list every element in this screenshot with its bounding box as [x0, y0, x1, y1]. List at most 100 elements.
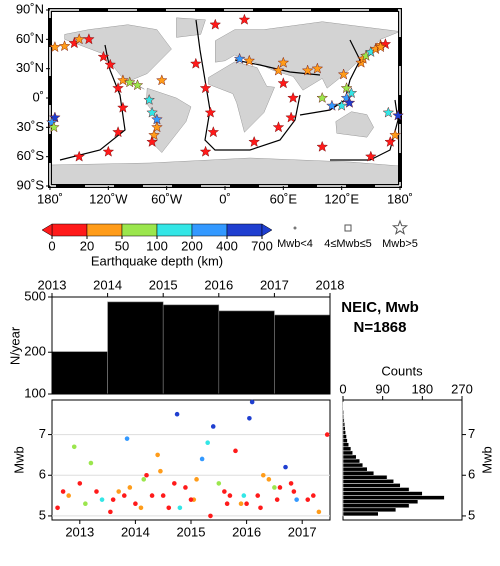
earthquake-star: [73, 150, 85, 162]
y-tick-label: 100: [24, 385, 46, 400]
data-point: [158, 468, 163, 474]
y-tick-label: 7: [39, 426, 46, 441]
y-axis-label: Mwb: [479, 446, 494, 473]
x-tick-label: 0: [339, 381, 346, 396]
x-tick-label: 180: [411, 381, 433, 396]
earthquake-star: [146, 135, 158, 147]
data-point: [194, 477, 199, 482]
x-tick-label: 270: [451, 381, 473, 396]
earthquake-star: [272, 64, 285, 76]
data-point: [258, 505, 263, 511]
x-axis-label: Counts: [381, 363, 423, 378]
earthquake-star: [316, 91, 329, 103]
earthquake-star: [301, 64, 314, 76]
data-point: [222, 489, 227, 494]
data-point: [121, 493, 127, 498]
x-tick-label: 2013: [38, 277, 67, 292]
y-tick-label: 90˚N: [16, 1, 44, 16]
colorbar-tick-label: 20: [80, 238, 94, 253]
x-tick-label: 60˚W: [151, 191, 183, 206]
bar: [342, 491, 423, 496]
data-point: [94, 489, 99, 494]
bar: [342, 434, 347, 439]
earthquake-star: [148, 129, 160, 141]
earthquake-star: [337, 68, 350, 80]
data-point: [288, 481, 294, 486]
earthquake-star: [123, 76, 136, 88]
x-tick-label: 2018: [316, 277, 345, 292]
bar: [342, 483, 401, 488]
earthquake-star: [112, 126, 124, 138]
bar: [274, 314, 331, 395]
data-point: [155, 452, 160, 458]
x-tick-label: 2013: [65, 524, 94, 539]
earthquake-star: [58, 40, 71, 52]
colorbar-tick-label: 700: [251, 238, 273, 253]
y-tick-label: 200: [24, 344, 46, 359]
y-tick-label: 90˚S: [17, 177, 45, 192]
bar: [342, 499, 419, 504]
earthquake-star: [156, 74, 168, 86]
data-point: [274, 497, 280, 502]
data-point: [244, 501, 249, 507]
earthquake-star: [83, 33, 95, 45]
data-point: [177, 505, 183, 511]
data-point: [249, 399, 255, 405]
earthquake-star: [392, 109, 404, 121]
bar: [342, 475, 388, 480]
bar: [342, 450, 353, 456]
earthquake-star: [49, 111, 61, 123]
earthquake-star: [48, 121, 60, 133]
bar: [342, 454, 357, 460]
x-tick-label: 2016: [204, 277, 233, 292]
earthquake-star: [326, 99, 338, 111]
data-point: [77, 481, 83, 486]
y-tick-label: 30˚S: [17, 119, 45, 134]
data-point: [294, 497, 299, 502]
earthquake-star: [379, 38, 392, 50]
earthquake-star: [233, 52, 246, 64]
earthquake-star: [343, 96, 356, 108]
data-point: [141, 477, 147, 482]
x-tick-label: 2017: [260, 277, 289, 292]
data-point: [311, 493, 316, 498]
earthquake-star: [316, 140, 329, 152]
bar: [342, 430, 346, 435]
earthquake-star: [46, 116, 58, 128]
earthquake-star: [49, 41, 61, 53]
data-point: [247, 416, 252, 421]
bar: [162, 304, 220, 395]
data-point: [108, 509, 113, 515]
earthquake-star: [97, 50, 110, 62]
y-tick-label: 60˚S: [17, 148, 45, 163]
bar: [342, 470, 375, 476]
bar: [342, 422, 346, 427]
bar: [342, 446, 352, 452]
earthquake-star: [117, 74, 129, 86]
x-tick-label: 60˚E: [270, 191, 298, 206]
data-point: [291, 489, 297, 494]
y-tick-label: 30˚N: [16, 60, 44, 75]
x-tick-label: 2017: [288, 524, 317, 539]
earthquake-star: [204, 106, 217, 118]
data-point: [233, 448, 238, 454]
earthquake-star: [277, 77, 290, 89]
earthquake-star: [285, 111, 297, 123]
data-point: [266, 477, 272, 482]
x-tick-label: 2016: [232, 524, 261, 539]
earthquake-star: [112, 82, 124, 94]
data-point: [205, 440, 210, 446]
earthquake-star: [131, 79, 144, 91]
x-tick-label: 2014: [93, 277, 122, 292]
colorbar-swatch: [121, 223, 158, 237]
data-point: [283, 464, 288, 470]
data-point: [55, 505, 60, 511]
colorbar-label: Earthquake depth (km): [91, 253, 223, 268]
bar: [342, 438, 348, 443]
earthquake-star: [73, 33, 85, 45]
bar: [51, 351, 108, 395]
data-point: [127, 485, 133, 490]
data-point: [305, 497, 311, 502]
land: [49, 17, 401, 187]
colorbar-swatch: [226, 223, 263, 237]
